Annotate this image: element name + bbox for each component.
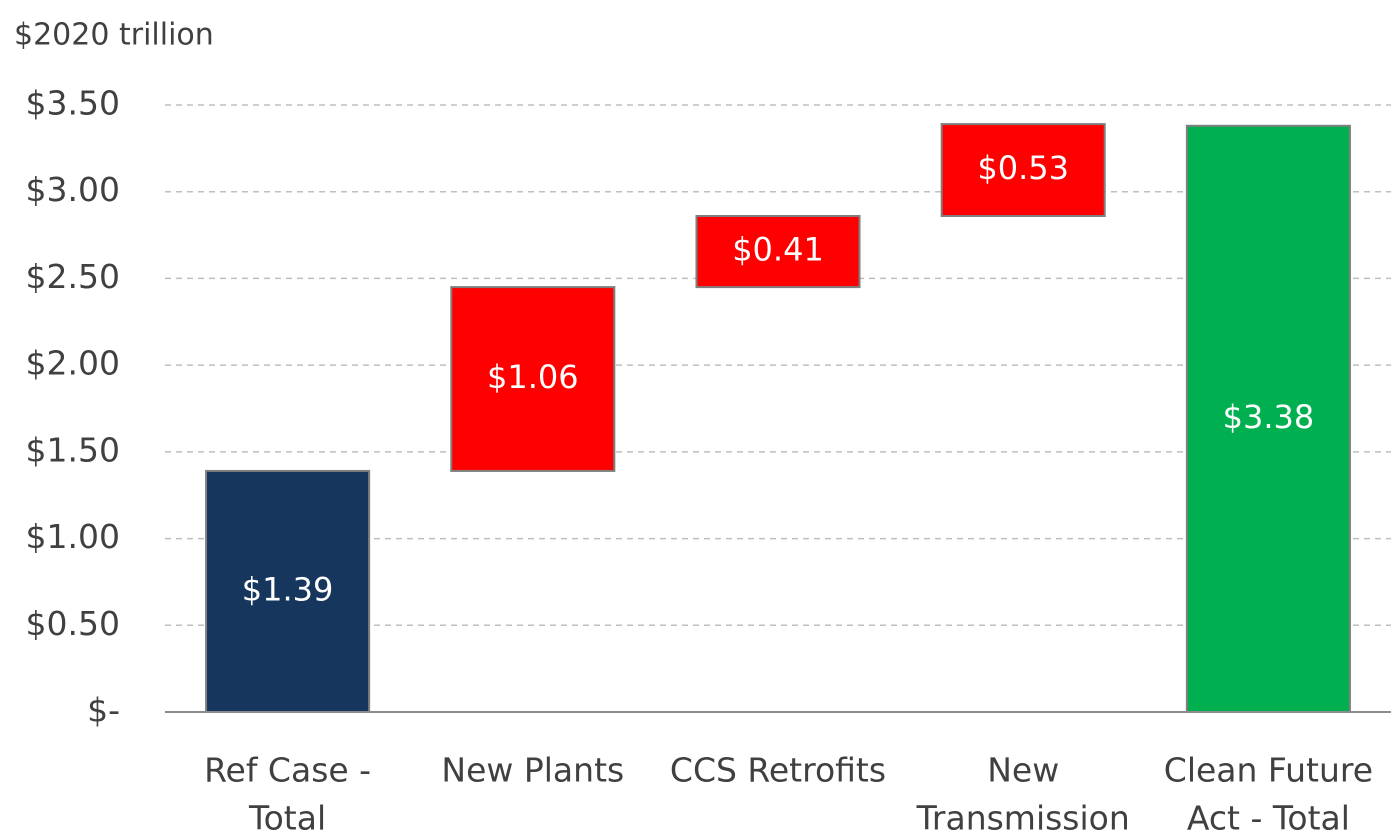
data-label: $3.38 (1223, 398, 1315, 436)
x-tick-label: Act - Total (1187, 799, 1350, 836)
bar (695, 214, 861, 289)
y-tick-label: $2.00 (26, 344, 120, 383)
bar (1185, 124, 1351, 714)
data-label: $0.53 (977, 149, 1069, 187)
y-tick-label: $1.00 (26, 517, 120, 556)
y-tick-label: $2.50 (26, 257, 120, 296)
x-tick-label: Clean Future (1164, 751, 1373, 790)
bar (450, 286, 616, 472)
bar (940, 123, 1106, 217)
y-tick-label: $3.50 (26, 84, 120, 123)
data-label: $1.39 (242, 570, 334, 608)
x-tick-label: New (987, 751, 1059, 790)
data-label: $1.06 (487, 358, 579, 396)
y-tick-label: $0.50 (26, 604, 120, 643)
y-tick-label: $1.50 (26, 430, 120, 469)
y-axis-label: $2020 trillion (14, 18, 214, 53)
y-tick-label: $- (87, 691, 120, 730)
x-tick-label: CCS Retrofits (670, 751, 886, 790)
bar (205, 469, 371, 714)
x-tick-label: Total (248, 799, 326, 836)
x-tick-label: Transmission (916, 799, 1130, 836)
data-label: $0.41 (732, 231, 824, 269)
y-tick-label: $3.00 (26, 170, 120, 209)
x-tick-label: New Plants (441, 751, 624, 790)
x-tick-label: Ref Case - (204, 751, 371, 790)
